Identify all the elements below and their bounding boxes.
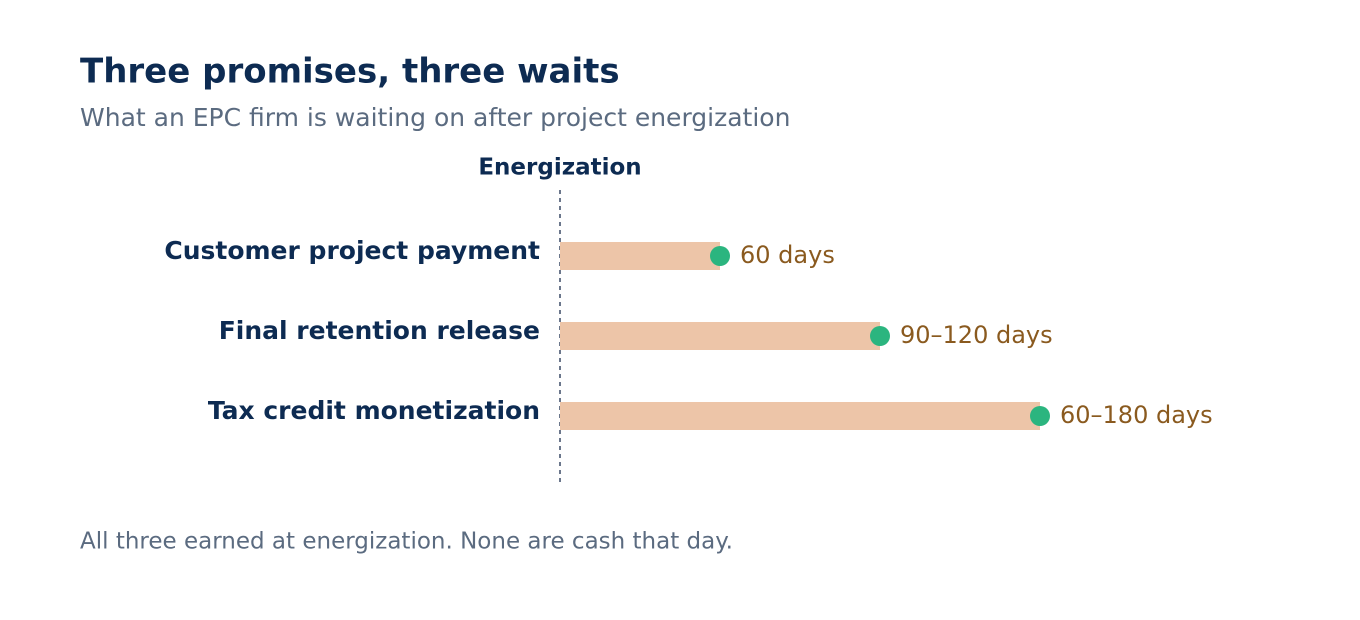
end-marker [710,246,730,266]
chart-title: Three promises, three waits [80,52,620,92]
bar [560,242,720,270]
value-label: 90–120 days [900,321,1053,349]
category-label: Tax credit monetization [208,396,540,425]
footnote: All three earned at energization. None a… [80,529,733,555]
energization-label: Energization [478,155,641,181]
end-marker [870,326,890,346]
category-label: Customer project payment [164,236,540,265]
value-label: 60–180 days [1060,401,1213,429]
category-label: Final retention release [219,316,540,345]
bar [560,322,880,350]
value-label: 60 days [740,241,835,269]
chart-subtitle: What an EPC firm is waiting on after pro… [80,103,790,132]
bar [560,402,1040,430]
end-marker [1030,406,1050,426]
